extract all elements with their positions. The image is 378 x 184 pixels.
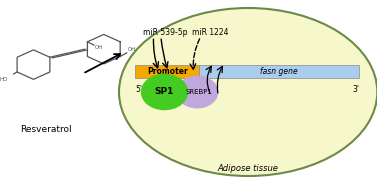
Bar <box>199 65 359 78</box>
Bar <box>135 65 199 78</box>
Text: SREBP1: SREBP1 <box>186 89 212 95</box>
Text: 3': 3' <box>352 85 359 94</box>
Text: Promoter: Promoter <box>147 67 187 76</box>
Text: Resveratrol: Resveratrol <box>20 125 72 134</box>
Text: HO: HO <box>0 77 8 82</box>
Text: SP1: SP1 <box>155 88 174 96</box>
Text: miR 539-5p: miR 539-5p <box>143 28 187 37</box>
Text: 5': 5' <box>135 85 143 94</box>
Text: miR 1224: miR 1224 <box>192 28 228 37</box>
Ellipse shape <box>176 76 218 108</box>
Text: fasn gene: fasn gene <box>260 67 298 76</box>
Text: Adipose tissue: Adipose tissue <box>218 164 279 173</box>
Ellipse shape <box>141 74 188 110</box>
Text: OH: OH <box>127 47 136 52</box>
Text: OH: OH <box>94 45 103 50</box>
Ellipse shape <box>119 8 377 176</box>
